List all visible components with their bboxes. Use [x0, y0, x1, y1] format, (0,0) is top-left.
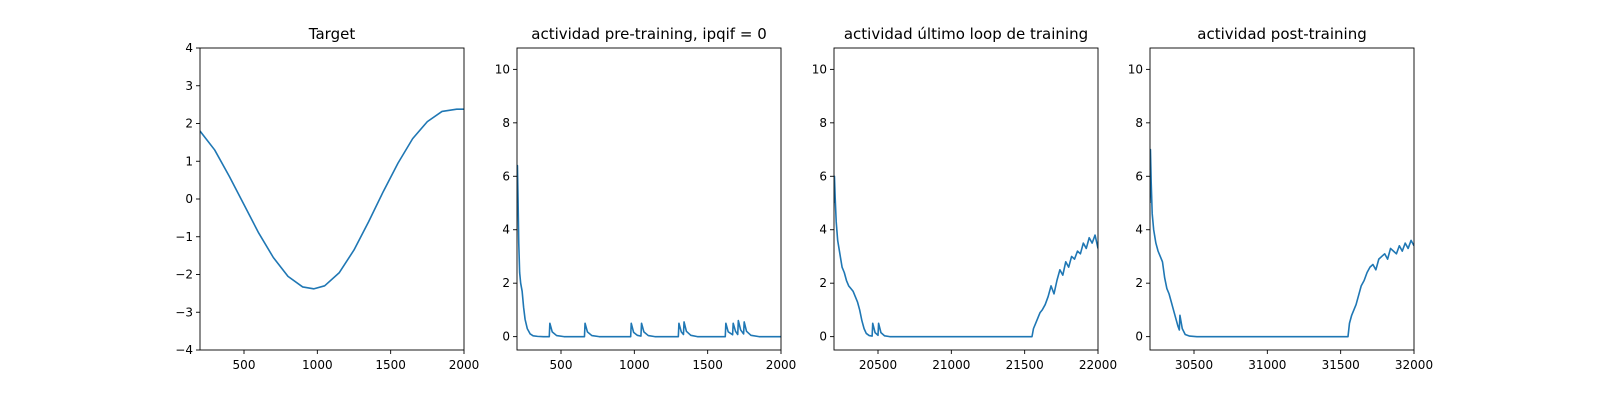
y-tick-label: 4	[819, 223, 827, 237]
series-line	[517, 164, 781, 338]
chart-panel-4: 30500 31000 31500 32000 0 2 4 6 8 10 actividad pos…	[1128, 25, 1433, 372]
x-tick-label: 1000	[619, 358, 650, 372]
y-tick-label: 10	[812, 62, 827, 76]
axes-frame	[1149, 47, 1415, 351]
x-tick-label: 20500	[859, 358, 897, 372]
y-tick-label: 0	[502, 330, 510, 344]
chart-title: Target	[308, 25, 356, 43]
y-tick-label: −1	[175, 230, 193, 244]
chart-title: actividad post-training	[1197, 25, 1366, 43]
y-tick-label: 1	[185, 154, 193, 168]
x-tick-label: 2000	[449, 358, 480, 372]
y-tick-label: −2	[175, 268, 193, 282]
series-line	[1150, 148, 1414, 338]
x-tick-label: 1500	[375, 358, 406, 372]
y-tick-label: 3	[185, 79, 193, 93]
y-tick-label: 2	[819, 276, 827, 290]
x-tick-label: 500	[550, 358, 573, 372]
y-tick-label: −3	[175, 305, 193, 319]
chart-panel-3: 20500 21000 21500 22000 0 2 4 6 8 10 actividad últ…	[812, 25, 1117, 372]
chart-title: actividad último loop de training	[844, 25, 1088, 43]
y-tick-label: 2	[1135, 276, 1143, 290]
chart-panel-2: 500 1000 1500 2000 0 2 4 6 8 10 actividad pre-trai…	[495, 25, 797, 372]
x-tick-label: 21000	[932, 358, 970, 372]
x-tick-label: 31000	[1248, 358, 1286, 372]
axes-frame	[516, 47, 782, 351]
x-tick-label: 22000	[1079, 358, 1117, 372]
y-tick-label: 6	[502, 169, 510, 183]
x-tick-label: 1500	[692, 358, 723, 372]
y-tick-label: 10	[495, 62, 510, 76]
y-tick-label: 4	[1135, 223, 1143, 237]
y-tick-label: 10	[1128, 62, 1143, 76]
x-tick-label: 1000	[302, 358, 333, 372]
series-line	[200, 108, 464, 290]
y-tick-label: 0	[185, 192, 193, 206]
y-tick-label: 4	[502, 223, 510, 237]
y-tick-label: 6	[819, 169, 827, 183]
y-tick-label: 2	[502, 276, 510, 290]
y-tick-label: 8	[1135, 116, 1143, 130]
y-tick-label: 2	[185, 117, 193, 131]
x-tick-label: 32000	[1395, 358, 1433, 372]
x-tick-label: 21500	[1006, 358, 1044, 372]
y-tick-label: −4	[175, 343, 193, 357]
y-tick-label: 0	[1135, 330, 1143, 344]
series-line	[834, 175, 1098, 338]
chart-panel-1: 500 1000 1500 2000 −4 −3 −2 −1 0 1 2 3 4 Target	[175, 25, 479, 372]
chart-title: actividad pre-training, ipqif = 0	[531, 25, 767, 43]
x-tick-label: 2000	[766, 358, 797, 372]
y-tick-label: 8	[502, 116, 510, 130]
axes-frame	[199, 47, 465, 351]
x-tick-label: 31500	[1322, 358, 1360, 372]
axes-frame	[833, 47, 1099, 351]
x-tick-label: 500	[233, 358, 256, 372]
y-tick-label: 0	[819, 330, 827, 344]
y-tick-label: 8	[819, 116, 827, 130]
y-tick-label: 6	[1135, 169, 1143, 183]
y-tick-label: 4	[185, 41, 193, 55]
x-tick-label: 30500	[1175, 358, 1213, 372]
